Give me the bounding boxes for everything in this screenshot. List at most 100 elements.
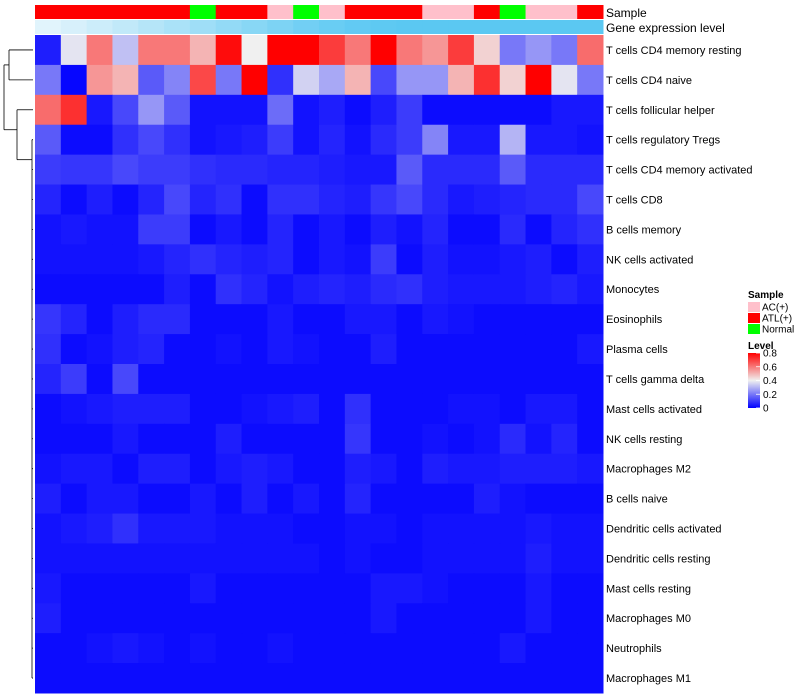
row-label: Macrophages M2 (606, 464, 691, 476)
heatmap-cell (267, 663, 294, 694)
heatmap-cell (60, 244, 88, 275)
heatmap-cell (319, 663, 346, 694)
heatmap-cell (241, 483, 268, 515)
heatmap-cell (319, 603, 346, 634)
heatmap-cell (241, 304, 268, 335)
heatmap-cell (293, 154, 320, 186)
heatmap-cell (112, 334, 139, 365)
heatmap-cell (448, 304, 475, 335)
heatmap-cell (422, 573, 449, 604)
heatmap-cell (551, 35, 578, 66)
heatmap-cell (577, 214, 604, 245)
heatmap-cell (241, 244, 268, 275)
heatmap-cell (473, 573, 501, 604)
heatmap-cell (60, 513, 88, 544)
heatmap-cell (499, 244, 527, 275)
heatmap-cell (396, 214, 423, 245)
heatmap-cell (448, 364, 475, 395)
heatmap-cell (215, 214, 243, 245)
heatmap-cell (344, 214, 372, 245)
heatmap-cell (112, 573, 139, 604)
heatmap-cell (35, 124, 62, 156)
heatmap-cell (267, 35, 294, 66)
heatmap-cell (215, 154, 243, 186)
heatmap-cell (267, 154, 294, 186)
heatmap-cell (267, 214, 294, 245)
heatmap-cell (422, 94, 449, 126)
expression-annotation-cell (422, 20, 449, 34)
heatmap-cell (112, 364, 139, 395)
heatmap-cell (473, 94, 501, 126)
heatmap-cell (319, 35, 346, 66)
heatmap-cell (370, 453, 397, 485)
heatmap-cell (551, 603, 578, 634)
heatmap-cell (164, 94, 191, 126)
row-label: T cells CD4 memory resting (606, 45, 742, 57)
heatmap-cell (551, 423, 578, 455)
heatmap-cell (215, 184, 243, 215)
heatmap-cell (370, 184, 397, 215)
heatmap-cell (164, 573, 191, 604)
heatmap-cell (215, 334, 243, 365)
heatmap-cell (344, 633, 372, 664)
heatmap-cell (112, 663, 139, 694)
heatmap-cell (448, 633, 475, 664)
heatmap-cell (164, 663, 191, 694)
heatmap-cell (293, 513, 320, 544)
heatmap-cell (448, 214, 475, 245)
heatmap-cell (499, 453, 527, 485)
heatmap-cell (422, 423, 449, 455)
heatmap-cell (525, 393, 552, 425)
heatmap-cell (293, 453, 320, 485)
heatmap-cell (499, 94, 527, 126)
column-annotations (35, 5, 604, 34)
heatmap-cell (293, 663, 320, 694)
heatmap-cell (422, 64, 449, 96)
heatmap-cell (60, 423, 88, 455)
sample-annotation-cell (551, 5, 578, 19)
row-label: T cells CD4 naive (606, 75, 692, 87)
heatmap-cell (344, 244, 372, 275)
heatmap-cell (164, 184, 191, 215)
heatmap-cell (448, 35, 475, 66)
heatmap-cell (189, 35, 217, 66)
heatmap-cell (267, 274, 294, 305)
row-label: Eosinophils (606, 314, 663, 326)
heatmap-cell (60, 543, 88, 574)
heatmap-cell (112, 124, 139, 156)
heatmap-cell (577, 274, 604, 305)
heatmap-cells (35, 35, 604, 694)
expression-annotation-label: Gene expression level (606, 21, 725, 35)
heatmap-cell (319, 184, 346, 215)
heatmap-cell (448, 513, 475, 544)
heatmap-cell (60, 184, 88, 215)
heatmap-cell (448, 94, 475, 126)
heatmap-cell (448, 64, 475, 96)
sample-annotation-cell (241, 5, 268, 19)
heatmap-cell (499, 214, 527, 245)
heatmap-cell (35, 573, 62, 604)
heatmap-cell (448, 334, 475, 365)
heatmap-cell (577, 124, 604, 156)
heatmap-cell (293, 64, 320, 96)
heatmap-cell (138, 334, 165, 365)
heatmap-cell (499, 393, 527, 425)
heatmap-cell (525, 483, 552, 515)
heatmap-cell (422, 304, 449, 335)
heatmap-cell (215, 573, 243, 604)
expression-annotation-cell (293, 20, 320, 34)
heatmap-cell (35, 334, 62, 365)
heatmap-cell (189, 513, 217, 544)
row-labels: T cells CD4 memory resting T cells CD4 na… (606, 45, 753, 685)
heatmap-cell (525, 274, 552, 305)
heatmap-cell (319, 244, 346, 275)
heatmap-cell (293, 543, 320, 574)
heatmap-cell (344, 274, 372, 305)
heatmap-cell (138, 124, 165, 156)
heatmap-cell (370, 214, 397, 245)
heatmap-cell (473, 513, 501, 544)
expression-annotation-cell (215, 20, 243, 34)
heatmap-cell (189, 663, 217, 694)
heatmap-cell (448, 154, 475, 186)
heatmap-cell (189, 184, 217, 215)
